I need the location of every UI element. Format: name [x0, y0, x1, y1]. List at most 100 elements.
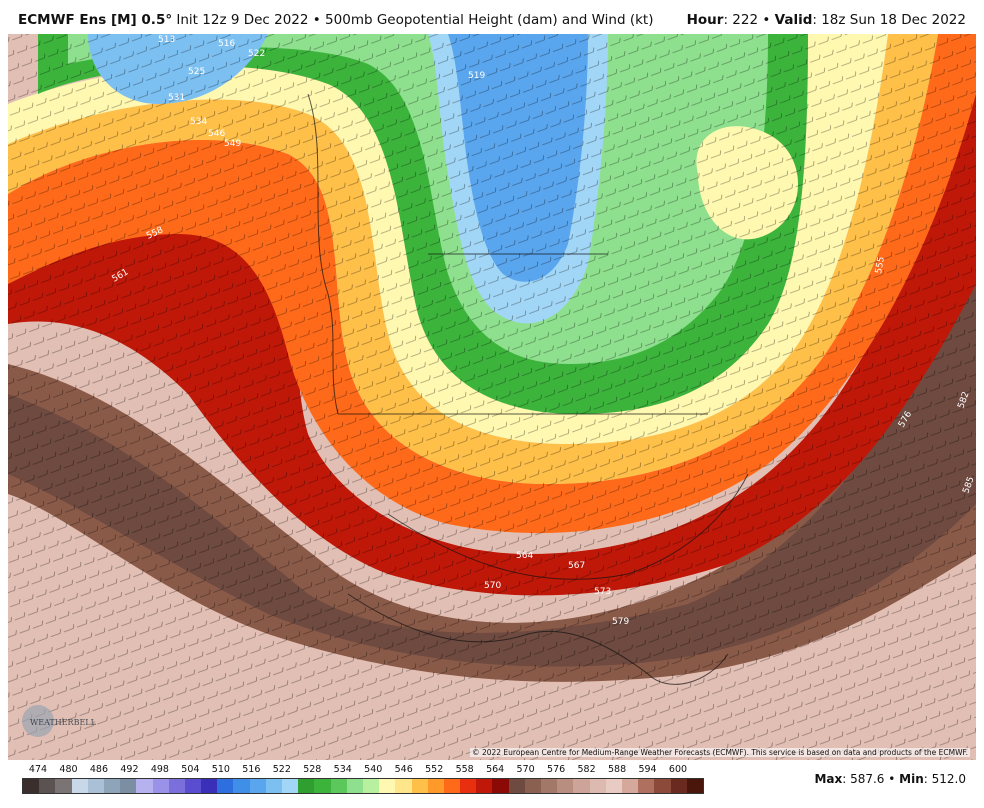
scale-swatch	[621, 779, 639, 793]
scale-swatch	[411, 779, 428, 793]
hour-label: Hour	[686, 12, 724, 28]
stats-separator: •	[888, 772, 896, 786]
hour-value: 222	[732, 12, 759, 28]
scale-swatch	[346, 779, 363, 793]
scale-swatch	[427, 779, 444, 793]
scale-swatch	[201, 779, 218, 793]
scale-tick-label: 528	[303, 764, 322, 775]
scale-swatch	[605, 779, 622, 793]
scale-tick-label: 480	[59, 764, 78, 775]
degree-symbol: °	[165, 12, 173, 28]
scale-swatch	[508, 779, 525, 793]
max-label: Max	[814, 772, 843, 786]
contour-label: 519	[468, 71, 485, 81]
color-scale-legend: 474 480 486 492 498 504 510 516 522 528 534 540 546 5…	[22, 762, 704, 802]
scale-tick-label: 558	[455, 764, 474, 775]
scale-swatch	[249, 779, 266, 793]
weatherbell-logo: WEATHERBELL	[16, 702, 96, 740]
scale-tick-label: 564	[486, 764, 505, 775]
scale-swatch	[136, 779, 153, 793]
valid-separator: •	[762, 12, 771, 28]
scale-swatch	[638, 779, 655, 793]
scale-tick-label: 576	[547, 764, 566, 775]
scale-swatch	[557, 779, 574, 793]
map-title: ECMWF Ens [M] 0.5° Init 12z 9 Dec 2022 •…	[18, 12, 653, 28]
scale-tick-labels: 474 480 486 492 498 504 510 516 522 528 534 540 546 5…	[22, 764, 702, 778]
scale-tick-label: 534	[333, 764, 352, 775]
contour-label: 546	[208, 129, 225, 139]
scale-tick-label: 504	[181, 764, 200, 775]
scale-swatch	[71, 779, 88, 793]
scale-tick-label: 582	[577, 764, 596, 775]
contour-label: 573	[594, 587, 611, 597]
scale-swatch	[362, 779, 380, 793]
init-time: Init 12z 9 Dec 2022	[176, 12, 309, 28]
scale-swatch	[476, 779, 493, 793]
min-label: Min	[899, 772, 924, 786]
scale-swatch	[120, 779, 137, 793]
scale-swatch	[298, 779, 315, 793]
scale-swatch	[39, 779, 56, 793]
contour-label: 567	[568, 561, 585, 571]
scale-swatch	[282, 779, 299, 793]
contour-label: 516	[218, 39, 235, 49]
product-name: 500mb Geopotential Height (dam) and Wind…	[325, 12, 654, 28]
wind-barbs	[8, 34, 976, 760]
scale-swatch	[573, 779, 590, 793]
contour-label: 522	[248, 49, 265, 59]
political-borders	[307, 93, 749, 580]
model-name: ECMWF Ens [M] 0.5	[18, 12, 166, 28]
scale-swatch	[670, 779, 687, 793]
scale-swatch	[265, 779, 282, 793]
scale-tick-label: 516	[242, 764, 261, 775]
scale-swatch	[233, 779, 250, 793]
contour-label: 570	[484, 581, 501, 591]
scale-tick-label: 588	[607, 764, 627, 775]
title-separator: •	[312, 12, 321, 28]
scale-tick-label: 492	[120, 764, 139, 775]
scale-swatch	[654, 779, 671, 793]
scale-swatch	[103, 779, 121, 793]
scale-tick-label: 510	[211, 764, 230, 775]
scale-swatch	[184, 779, 202, 793]
scale-swatch	[152, 779, 169, 793]
scale-swatch	[87, 779, 104, 793]
scale-swatch	[55, 779, 72, 793]
contour-label: 549	[224, 139, 241, 149]
scale-tick-label: 486	[89, 764, 109, 775]
gulf-coastline	[347, 593, 729, 685]
contour-label: 531	[168, 93, 185, 103]
scale-tick-label: 522	[272, 764, 291, 775]
scale-swatch	[23, 779, 40, 793]
scale-swatch	[217, 779, 234, 793]
geopotential-height-map: 513 516 519 522 525 531 534 546 549 558 …	[8, 34, 976, 760]
scale-tick-label: 498	[150, 764, 169, 775]
copyright-notice: © 2022 European Centre for Medium-Range …	[470, 748, 970, 757]
scale-swatch	[168, 779, 185, 793]
scale-tick-label: 540	[364, 764, 383, 775]
contour-label: 534	[190, 117, 207, 127]
contour-label: 513	[158, 35, 175, 45]
contour-label: 585	[961, 475, 976, 495]
scale-tick-label: 600	[668, 764, 688, 775]
scale-swatch	[314, 779, 331, 793]
scale-tick-label: 474	[28, 764, 48, 775]
scale-swatch	[330, 779, 347, 793]
scale-swatch	[460, 779, 477, 793]
scale-swatch	[541, 779, 558, 793]
scale-swatch	[395, 779, 412, 793]
contour-label: 579	[612, 617, 629, 627]
scale-tick-label: 552	[425, 764, 444, 775]
valid-label: Valid	[774, 12, 813, 28]
valid-value: 18z Sun 18 Dec 2022	[821, 12, 966, 28]
scale-swatch	[524, 779, 541, 793]
scale-swatch	[379, 779, 396, 793]
scale-color-bar	[22, 778, 704, 794]
forecast-map: 513 516 519 522 525 531 534 546 549 558 …	[8, 34, 976, 760]
scale-swatch	[589, 779, 606, 793]
scale-tick-label: 546	[394, 764, 413, 775]
valid-time-info: Hour: 222 • Valid: 18z Sun 18 Dec 2022	[686, 12, 966, 28]
contour-label: 564	[516, 551, 533, 561]
scale-tick-label: 594	[638, 764, 657, 775]
scale-tick-label: 570	[516, 764, 535, 775]
